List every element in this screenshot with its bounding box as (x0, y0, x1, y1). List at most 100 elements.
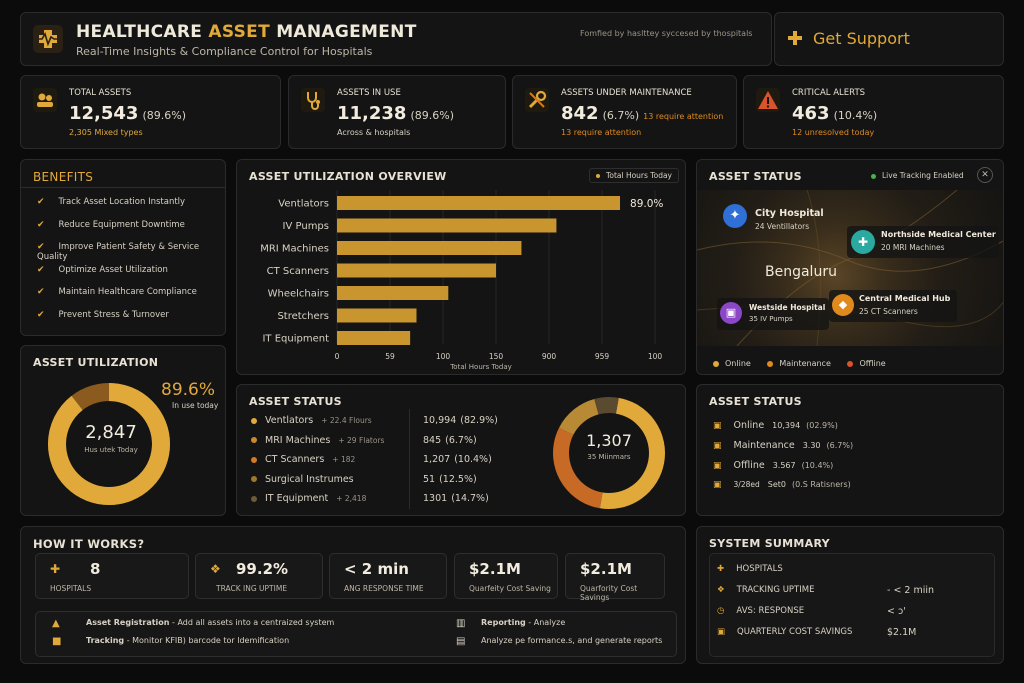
status-count: 10,994 (423, 415, 457, 426)
check-icon: ✔ (37, 264, 45, 275)
how-title: HOW IT WORKS? (33, 537, 145, 551)
status-right-pct: (6.7%) (826, 441, 854, 450)
kpi-label: CRITICAL ALERTS (792, 88, 866, 98)
steps-box: ▲ Asset Registration - Add all assets in… (35, 611, 677, 657)
bar[interactable] (337, 196, 621, 210)
status-pct: (14.7%) (451, 493, 489, 504)
get-support-button[interactable]: Get Support (774, 12, 1004, 66)
system-summary-panel: SYSTEM SUMMARY ✚ HOSPITALS ❖ TRACKING UPTIM… (696, 526, 1004, 664)
status-value: 1301 (14.7%) (423, 493, 533, 504)
asset-status-right-panel: ASSET STATUS ▣ Online 10,394 (02.9%) ▣ Mainte… (696, 384, 1004, 516)
kpi-sub: 2,305 Mixed types (69, 128, 143, 137)
benefit-label: Prevent Stress & Turnover (58, 310, 169, 320)
status-donut (553, 397, 665, 509)
close-icon[interactable]: ✕ (977, 167, 993, 183)
bar[interactable] (337, 331, 411, 345)
bar-label: Stretchers (277, 311, 329, 322)
toolbox-icon: ▣ (713, 441, 722, 451)
bar-label: Wheelchairs (268, 289, 329, 300)
map-legend: Online Maintenance Offline (713, 359, 886, 368)
bar[interactable] (337, 263, 496, 278)
bar-chart: Ventlators IV Pumps MRI Machines CT Scanner… (260, 190, 663, 371)
status-right-row[interactable]: ▣ Maintenance 3.30 (6.7%) (713, 440, 993, 451)
kpi-value: 463 (10.4%) (792, 103, 878, 124)
reporting-icon: ▥ (456, 618, 466, 629)
tracking-icon: ■ (52, 636, 62, 647)
kpi-critical-alerts[interactable]: CRITICAL ALERTS 463 (10.4%) 12 unresolved… (743, 75, 1004, 149)
status-pct: (12.5%) (439, 473, 477, 485)
how-stat-box[interactable]: ❖ 99.2% TRACK ING UPTIME (195, 553, 323, 599)
snowflake-icon: ✦ (723, 204, 747, 228)
live-dot (871, 173, 876, 179)
bar[interactable] (337, 241, 522, 255)
archive-icon: ▣ (713, 461, 722, 471)
how-stat-value: $2.1M (580, 560, 632, 578)
bar[interactable] (337, 308, 417, 323)
status-row[interactable]: MRI Machines + 29 Flators (251, 435, 501, 446)
overview-legend: Total Hours Today (589, 168, 679, 183)
step-reporting: Reporting - Analyze (481, 618, 566, 627)
status-name: Ventlators (265, 415, 314, 426)
registration-icon: ▲ (52, 618, 60, 629)
status-right-row[interactable]: ▣ 3/28ed Set0 (0.S Ratisners) (713, 480, 993, 490)
hospital-icon: ✚ (50, 562, 61, 576)
status-right-value: 3.567 (772, 461, 796, 470)
header-panel (20, 12, 772, 66)
marker-northside[interactable]: ✚ Northside Medical Center 20 MRI Machin… (847, 226, 999, 258)
how-stat-box[interactable]: $2.1M Quarfeity Cost Saving (454, 553, 558, 599)
status-value: 51 (12.5%) (423, 474, 533, 485)
status-row[interactable]: Ventlators + 22.4 Flours (251, 415, 501, 426)
shield-icon: ◆ (832, 294, 854, 316)
marker-name: Central Medical Hub (859, 294, 951, 303)
how-stat-value: 8 (90, 560, 101, 578)
legend-dot (596, 174, 601, 178)
status-right-row[interactable]: ▣ Offline 3.567 (10.4%) (713, 460, 993, 471)
kpi-label: TOTAL ASSETS (69, 88, 132, 98)
status-right-row[interactable]: ▣ Online 10,394 (02.9%) (713, 420, 993, 431)
kpi-assets-maintenance[interactable]: ASSETS UNDER MAINTENANCE 842 (6.7%) 13 req… (512, 75, 737, 149)
summary-row: ◷ AVS: RESPONSE < ɔ' (717, 606, 987, 617)
how-stat-box[interactable]: ✚ 8 HOSPITALS (35, 553, 189, 599)
bar[interactable] (337, 218, 557, 233)
kpi-assets-in-use[interactable]: ASSETS IN USE 11,238 (89.6%) Across & hos… (288, 75, 506, 149)
benefit-label: Maintain Healthcare Compliance (58, 287, 197, 298)
benefit-item: ✔ Optimize Asset Utilization (37, 265, 168, 275)
savings-icon: ▣ (717, 627, 726, 637)
status-delta: + 22.4 Flours (321, 416, 372, 425)
summary-label: QUARTERLY COST SAVINGS (737, 627, 853, 637)
bar-value-label: 89.0% (630, 198, 663, 210)
tick-label: 100 (436, 352, 451, 361)
status-name: MRI Machines (265, 434, 331, 446)
marker-sub: 20 MRI Machines (881, 243, 945, 252)
status-row[interactable]: IT Equipment + 2,418 (251, 493, 501, 504)
legend-label: Total Hours Today (606, 171, 672, 180)
status-delta: + 2,418 (336, 494, 367, 503)
check-icon: ✔ (37, 310, 45, 320)
status-row[interactable]: CT Scanners + 182 (251, 454, 501, 465)
legend-maintenance: Maintenance (779, 359, 831, 368)
utilization-center-label: Hus utek Today (84, 446, 138, 454)
status-right-pct: (0.S Ratisners) (791, 480, 851, 489)
logo-icon (33, 25, 63, 53)
uptime-icon: ❖ (717, 585, 725, 595)
status-row[interactable]: Surgical Instrumes (251, 474, 501, 485)
how-stat-box[interactable]: $2.1M Quarfority Cost Savings (565, 553, 665, 602)
how-stat-box[interactable]: < 2 min ANG RESPONSE TIME (329, 553, 447, 599)
status-right-label: Offline (733, 460, 765, 471)
utilization-center-value: 2,847 (85, 422, 137, 443)
header-note: Fomfied by haslttey syccesed by thospita… (580, 29, 753, 38)
marker-central-hub[interactable]: ◆ Central Medical Hub 25 CT Scanners (829, 290, 957, 322)
live-tracking-badge: Live Tracking Enabled (871, 171, 964, 180)
status-dot (251, 437, 257, 443)
box-icon: ▣ (713, 480, 722, 490)
tick-label: 150 (489, 352, 504, 361)
status-value: 10,994 (82.9%) (423, 415, 533, 426)
summary-label: AVS: RESPONSE (736, 606, 805, 616)
bar[interactable] (337, 286, 449, 300)
legend-dot-maintenance (767, 360, 774, 367)
marker-westside[interactable]: ▣ Westside Hospital 35 IV Pumps (717, 298, 829, 330)
how-stat-value: 99.2% (236, 560, 289, 578)
status-right-pct: (10.4%) (801, 461, 834, 470)
benefit-item: ✔ Improve Patient Safety & Service Qualit… (37, 242, 225, 262)
kpi-total-assets[interactable]: TOTAL ASSETS 12,543 (89.6%) 2,305 Mixed t… (20, 75, 281, 149)
